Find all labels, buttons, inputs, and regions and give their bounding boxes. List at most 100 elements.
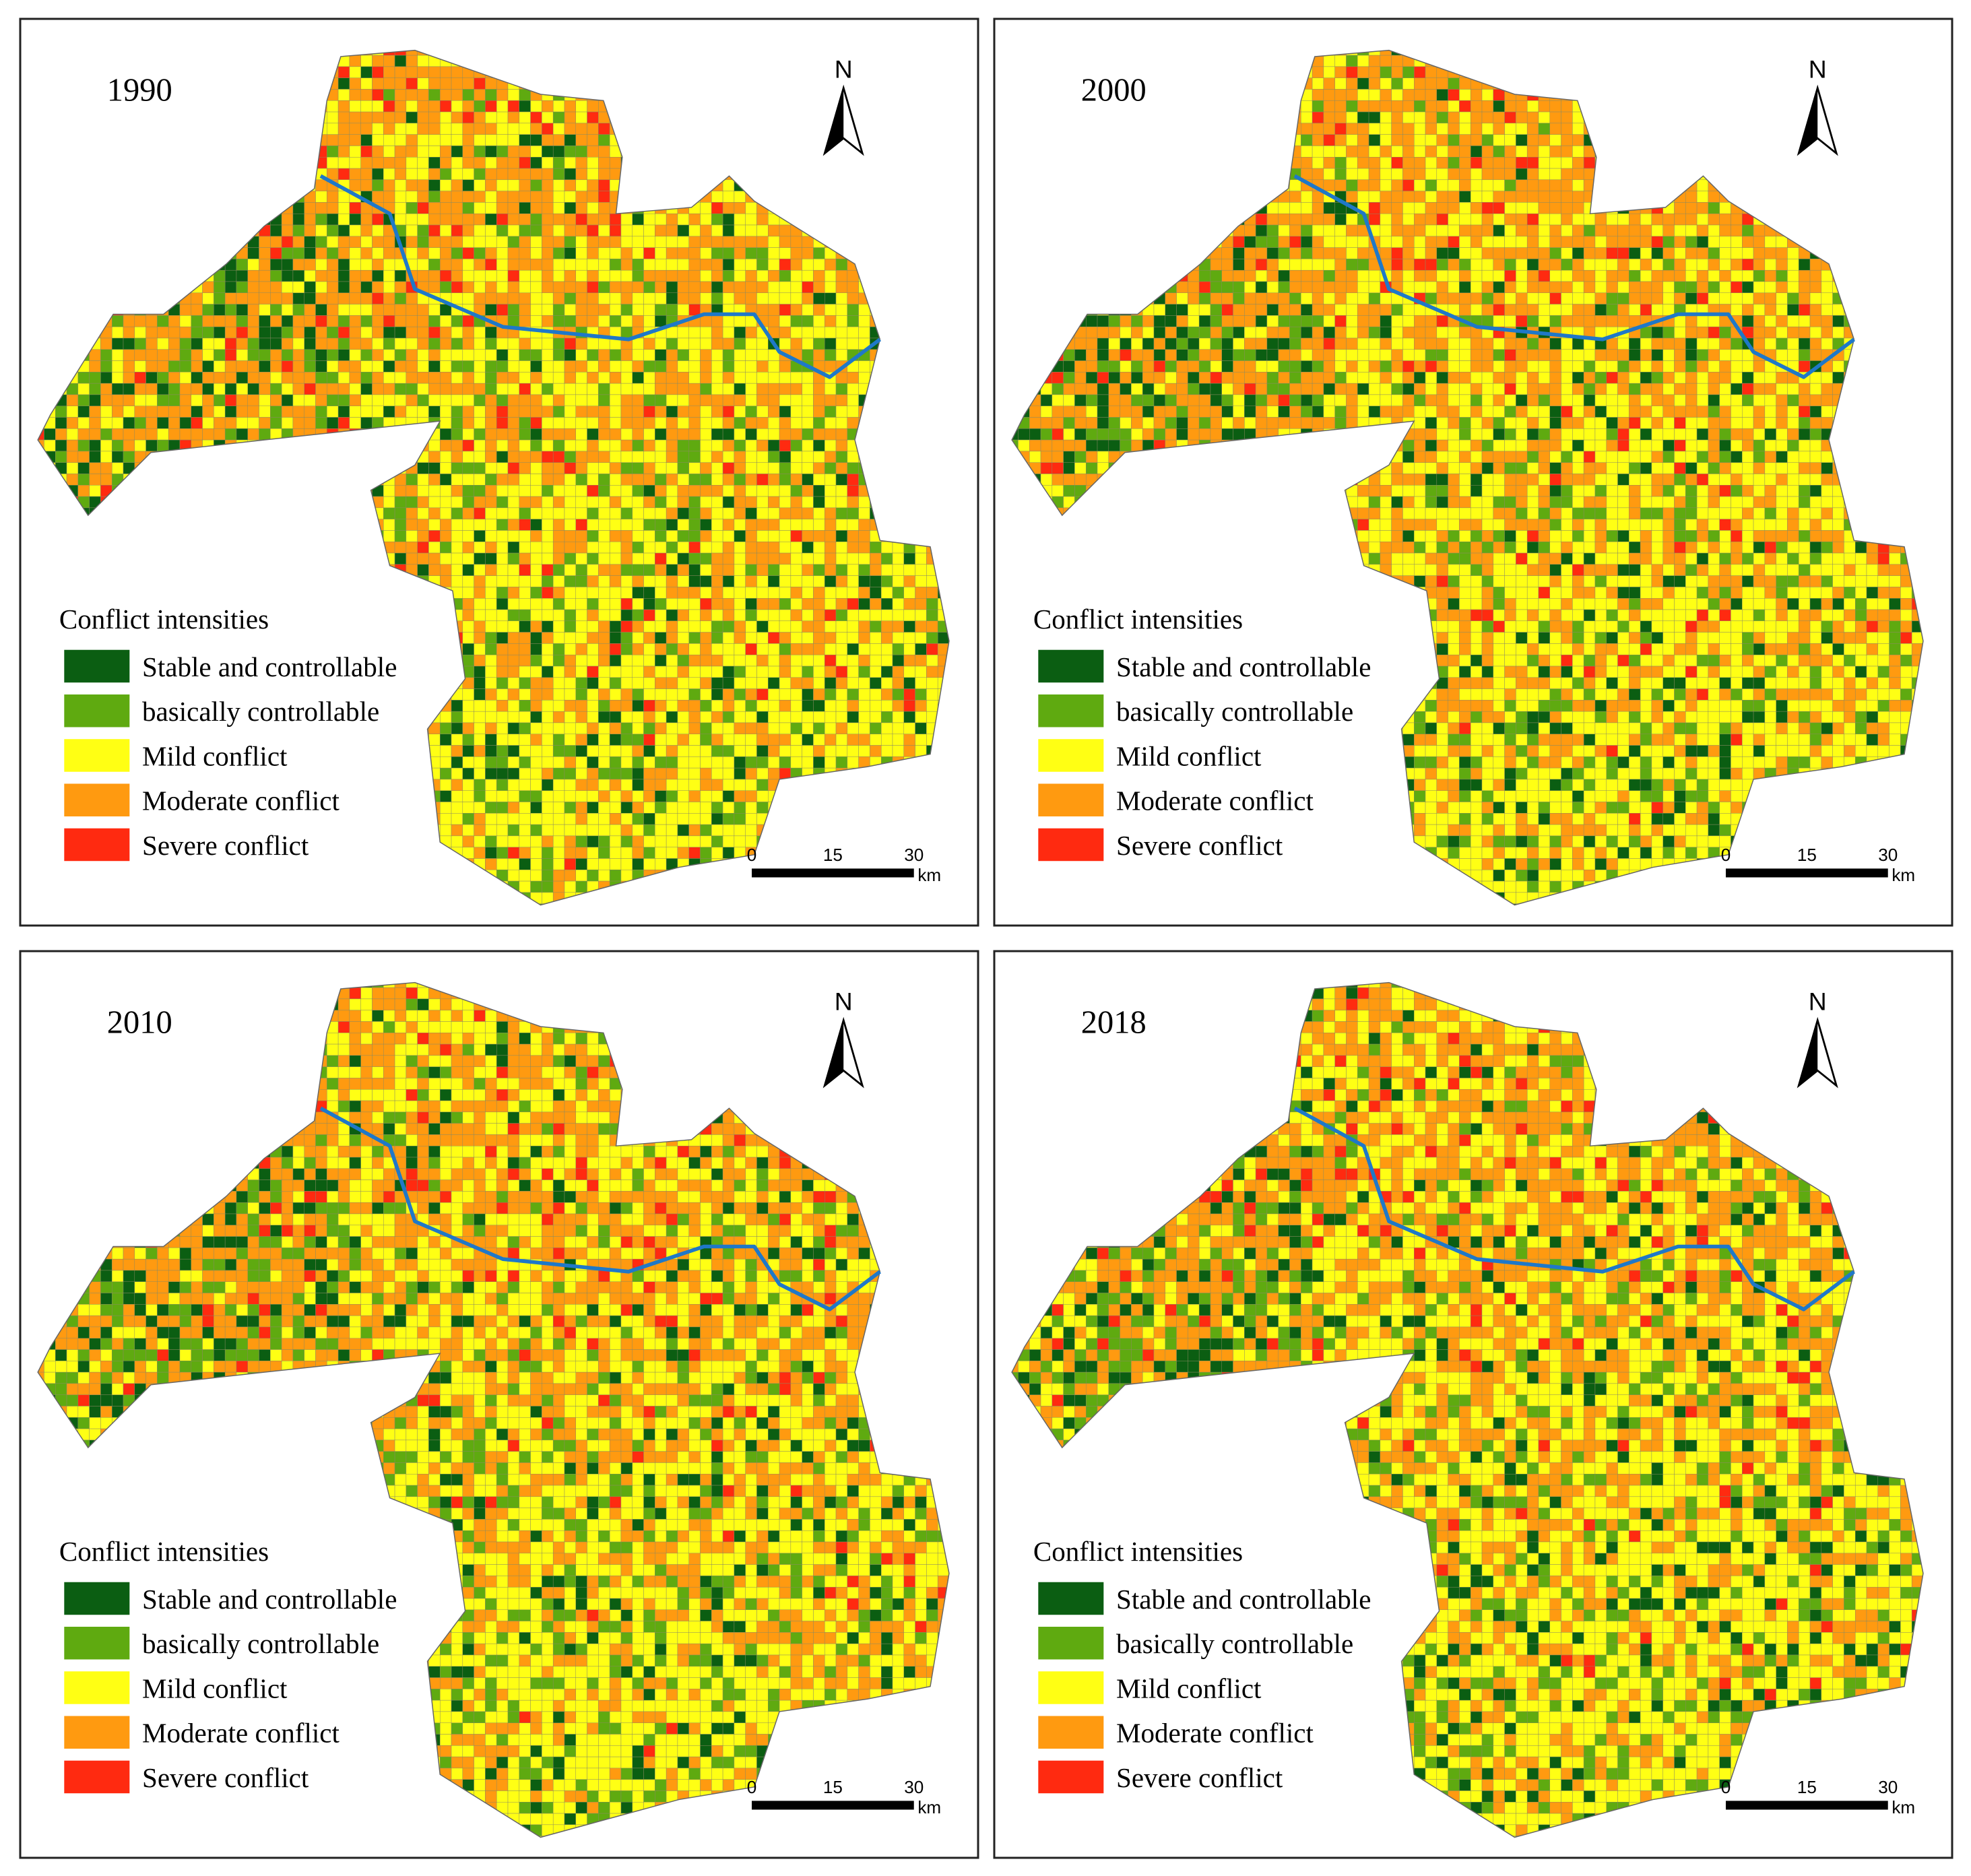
grid-cell [688, 587, 701, 599]
grid-cell [89, 428, 101, 441]
grid-cell [870, 688, 882, 701]
grid-cell [575, 304, 587, 316]
grid-cell [677, 688, 689, 701]
grid-cell [722, 462, 735, 474]
grid-cell [440, 247, 452, 259]
grid-cell [462, 191, 474, 203]
grid-cell [349, 259, 361, 271]
grid-cell [168, 326, 181, 339]
grid-cell [485, 269, 497, 282]
grid-cell [666, 383, 678, 395]
grid-cell [711, 292, 723, 304]
grid-cell [892, 609, 905, 622]
grid-cell [496, 485, 509, 497]
grid-cell [587, 111, 599, 124]
grid-cell [451, 77, 463, 90]
grid-cell [406, 202, 418, 214]
grid-cell [926, 700, 938, 712]
grid-cell [168, 360, 181, 373]
grid-cell [485, 157, 497, 169]
grid-cell [485, 417, 497, 429]
grid-cell [620, 236, 633, 248]
grid-cell [417, 269, 429, 282]
grid-cell [813, 315, 825, 327]
grid-cell [462, 349, 474, 361]
grid-cell [530, 722, 542, 734]
grid-cell [236, 292, 248, 304]
grid-cell [756, 711, 769, 723]
grid-cell [666, 406, 678, 418]
grid-cell [406, 315, 418, 327]
grid-cell [632, 372, 644, 384]
grid-cell [507, 700, 520, 712]
grid-cell [552, 100, 565, 112]
grid-cell [722, 202, 735, 214]
grid-cell [214, 315, 226, 327]
grid-cell [722, 326, 735, 339]
grid-cell [575, 145, 587, 158]
grid-cell [462, 587, 474, 599]
grid-cell [745, 711, 757, 723]
grid-cell [530, 507, 542, 519]
grid-cell [77, 439, 90, 452]
grid-cell [598, 134, 610, 146]
grid-cell [688, 609, 701, 622]
grid-cell [722, 507, 735, 519]
grid-cell [847, 654, 859, 667]
grid-cell [632, 474, 644, 486]
grid-cell [315, 337, 327, 350]
grid-cell [677, 519, 689, 531]
grid-cell [542, 247, 554, 259]
grid-cell [111, 451, 124, 463]
grid-cell [202, 428, 214, 441]
grid-cell [519, 394, 531, 406]
grid-cell [620, 451, 633, 463]
grid-cell [247, 406, 259, 418]
grid-cell [734, 474, 746, 486]
grid-cell [542, 439, 554, 452]
grid-cell [700, 383, 712, 395]
grid-cell [202, 372, 214, 384]
grid-cell [722, 179, 735, 191]
grid-cell [372, 123, 384, 135]
grid-cell [711, 711, 723, 723]
grid-cell [372, 349, 384, 361]
grid-cell [745, 519, 757, 531]
grid-cell [474, 597, 486, 610]
grid-cell [224, 304, 237, 316]
grid-cell [609, 597, 622, 610]
grid-cell [496, 349, 509, 361]
grid-cell [281, 259, 294, 271]
grid-cell [756, 609, 769, 622]
grid-cell [383, 179, 395, 191]
grid-cell [474, 643, 486, 655]
grid-cell [880, 552, 893, 565]
grid-cell [451, 711, 463, 723]
grid-cell [779, 722, 791, 734]
grid-cell [89, 451, 101, 463]
grid-cell [542, 587, 554, 599]
grid-cell [372, 406, 384, 418]
grid-cell [655, 394, 667, 406]
grid-cell [711, 597, 723, 610]
grid-cell [236, 428, 248, 441]
grid-cell [835, 292, 848, 304]
grid-cell [519, 620, 531, 633]
grid-cell [609, 519, 622, 531]
grid-cell [530, 485, 542, 497]
grid-cell [111, 315, 124, 327]
grid-cell [462, 711, 474, 723]
grid-cell [292, 281, 304, 294]
grid-cell [428, 519, 441, 531]
grid-cell [722, 213, 735, 226]
grid-cell [542, 269, 554, 282]
grid-cell [722, 575, 735, 587]
grid-cell [779, 394, 791, 406]
grid-cell [745, 383, 757, 395]
grid-cell [620, 677, 633, 689]
grid-cell [519, 530, 531, 542]
grid-cell [360, 360, 373, 373]
grid-cell [327, 292, 339, 304]
grid-cell [745, 269, 757, 282]
grid-cell [847, 496, 859, 509]
